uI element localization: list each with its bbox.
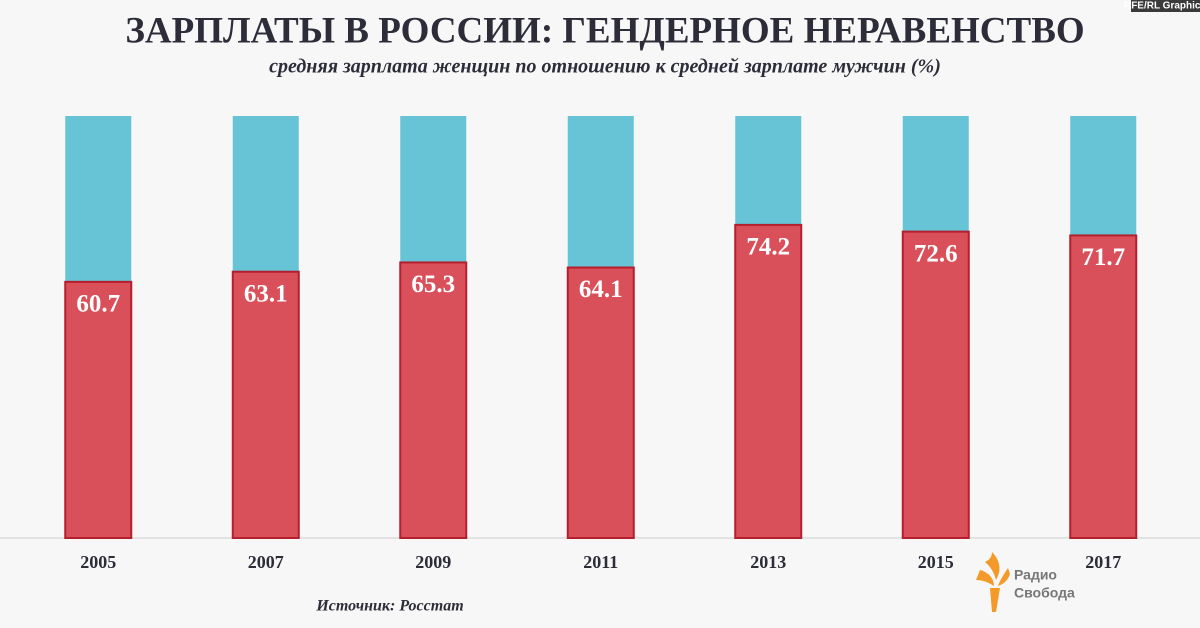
value-label: 63.1 <box>244 280 288 307</box>
credit: RFE/RL Graphics <box>1124 1 1200 12</box>
bar <box>231 270 300 539</box>
x-tick-label: 2007 <box>248 552 284 572</box>
value-label: 60.7 <box>76 291 120 318</box>
x-tick-label: 2005 <box>80 552 116 572</box>
source: Источник: Росстат <box>315 598 463 615</box>
x-tick-label: 2009 <box>415 552 451 572</box>
bar <box>734 223 803 539</box>
value-label: 72.6 <box>914 240 958 267</box>
x-tick-label: 2015 <box>918 552 954 572</box>
bar <box>901 230 970 540</box>
value-label: 74.2 <box>746 234 790 261</box>
bar <box>566 266 635 539</box>
bar <box>1069 234 1138 539</box>
chart-subtitle: средняя зарплата женщин по отношению к с… <box>269 56 941 78</box>
value-label: 65.3 <box>411 271 455 298</box>
x-tick-label: 2013 <box>750 552 786 572</box>
chart-title: ЗАРПЛАТЫ В РОССИИ: ГЕНДЕРНОЕ НЕРАВЕНСТВО <box>125 10 1084 51</box>
value-label: 71.7 <box>1081 244 1125 271</box>
x-tick-label: 2011 <box>583 552 618 572</box>
bar <box>64 280 133 539</box>
logo-text: Радио <box>1014 567 1057 583</box>
logo-text: Свобода <box>1014 585 1075 601</box>
x-tick-label: 2017 <box>1085 552 1121 572</box>
logo-icon <box>976 552 1010 612</box>
bar <box>399 261 468 539</box>
credit-box <box>1131 0 1200 12</box>
value-label: 64.1 <box>579 276 623 303</box>
